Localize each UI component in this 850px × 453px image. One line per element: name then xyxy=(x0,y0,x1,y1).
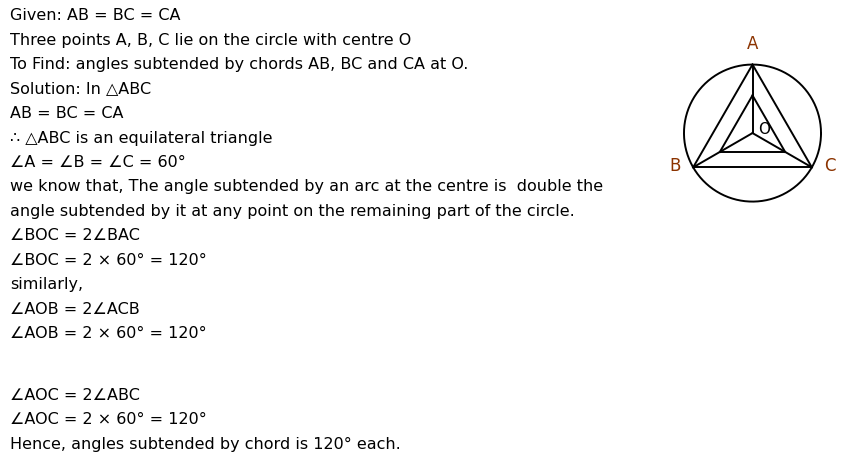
Text: To Find: angles subtended by chords AB, BC and CA at O.: To Find: angles subtended by chords AB, … xyxy=(10,57,468,72)
Text: A: A xyxy=(747,35,758,53)
Text: ∴ △ABC is an equilateral triangle: ∴ △ABC is an equilateral triangle xyxy=(10,130,273,145)
Text: B: B xyxy=(670,157,681,175)
Text: O: O xyxy=(758,122,770,137)
Text: Given: AB = BC = CA: Given: AB = BC = CA xyxy=(10,8,180,23)
Text: AB = BC = CA: AB = BC = CA xyxy=(10,106,123,121)
Text: similarly,: similarly, xyxy=(10,278,83,293)
Text: Solution: In △ABC: Solution: In △ABC xyxy=(10,82,151,96)
Text: Three points A, B, C lie on the circle with centre O: Three points A, B, C lie on the circle w… xyxy=(10,33,411,48)
Text: ∠A = ∠B = ∠C = 60°: ∠A = ∠B = ∠C = 60° xyxy=(10,155,186,170)
Text: ∠AOC = 2 × 60° = 120°: ∠AOC = 2 × 60° = 120° xyxy=(10,412,207,427)
Text: ∠AOC = 2∠ABC: ∠AOC = 2∠ABC xyxy=(10,388,140,403)
Text: ∠BOC = 2∠BAC: ∠BOC = 2∠BAC xyxy=(10,228,140,244)
Text: we know that, The angle subtended by an arc at the centre is  double the: we know that, The angle subtended by an … xyxy=(10,179,604,194)
Text: ∠BOC = 2 × 60° = 120°: ∠BOC = 2 × 60° = 120° xyxy=(10,253,207,268)
Text: Hence, angles subtended by chord is 120° each.: Hence, angles subtended by chord is 120°… xyxy=(10,437,400,452)
Text: angle subtended by it at any point on the remaining part of the circle.: angle subtended by it at any point on th… xyxy=(10,204,575,219)
Text: ∠AOB = 2 × 60° = 120°: ∠AOB = 2 × 60° = 120° xyxy=(10,327,207,342)
Text: ∠AOB = 2∠ACB: ∠AOB = 2∠ACB xyxy=(10,302,139,317)
Text: C: C xyxy=(824,157,836,175)
